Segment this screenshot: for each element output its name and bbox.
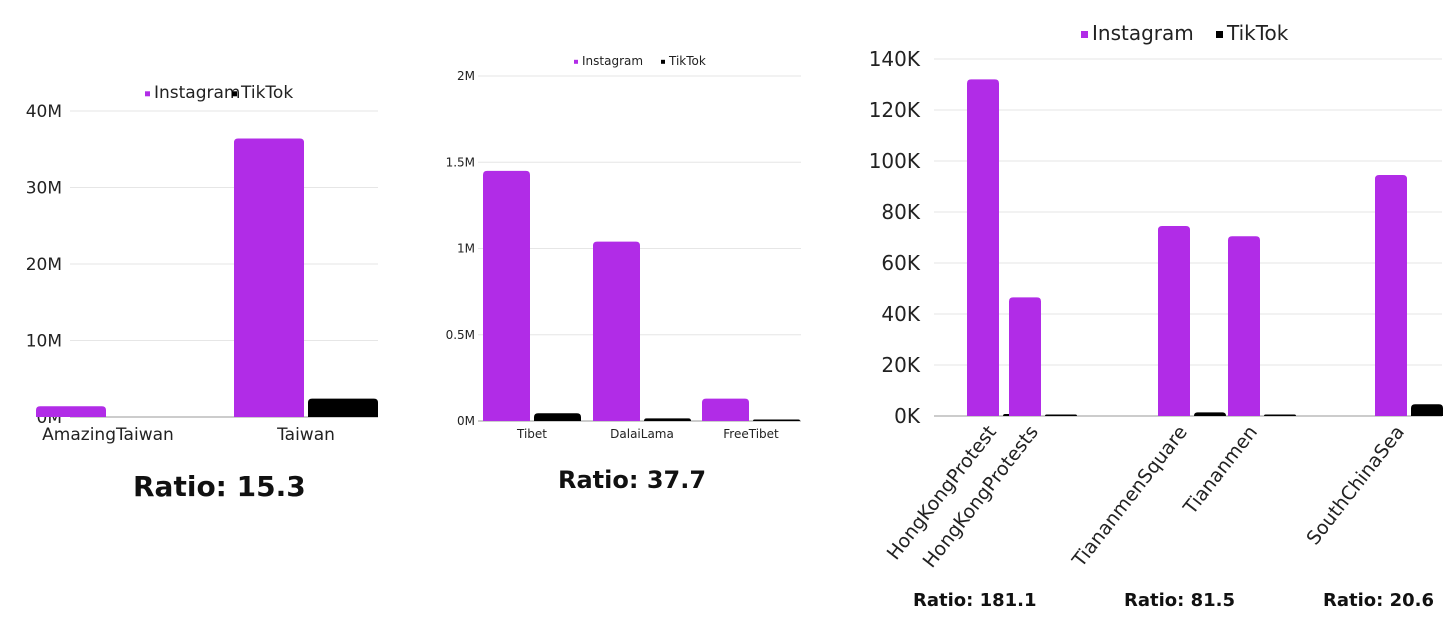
chart2-ytick-label: 0.5M (446, 328, 475, 342)
chart2-bar-tiktok-tibet (534, 413, 581, 421)
chart3-bar-tiktok-tiananmensquare (1194, 412, 1226, 416)
chart2-category-label: Tibet (516, 427, 547, 441)
chart3-category-label: TiananmenSquare (1068, 422, 1192, 573)
chart3-ytick-label: 60K (881, 251, 920, 275)
chart1-category-label: Taiwan (276, 425, 335, 445)
chart1-ytick-label: 20M (26, 255, 62, 275)
chart3-ratio-label-3: Ratio: 20.6 (1323, 590, 1435, 611)
chart1-ratio-label: Ratio: 15.3 (133, 470, 306, 503)
chart3-ytick-label: 100K (869, 149, 921, 173)
chart3-ytick-label: 20K (881, 353, 920, 377)
chart3-ytick-label: 80K (881, 200, 920, 224)
chart1-ytick-label: 30M (26, 178, 62, 198)
chart3-bar-instagram-hongkongprotests (1009, 297, 1041, 416)
chart3-category-label: SouthChinaSea (1302, 422, 1409, 550)
chart3-ytick-label: 0K (894, 404, 921, 428)
chart3-legend-swatch-instagram (1081, 31, 1088, 38)
chart2-bar-instagram-tibet (483, 170, 530, 421)
chart2-ytick-label: 0M (457, 414, 475, 428)
chart1-legend-label-tiktok: TikTok (240, 83, 293, 103)
chart3-ytick-label: 120K (869, 98, 921, 122)
chart2-legend-swatch-tiktok (661, 59, 665, 64)
chart3-bar-instagram-southchinasea (1375, 175, 1407, 416)
chart2-ytick-label: 2M (457, 69, 475, 83)
chart2-bar-tiktok-freetibet (753, 419, 800, 421)
chart3-category-label: Tiananmen (1179, 422, 1262, 520)
chart3-legend-swatch-tiktok (1216, 31, 1223, 38)
chart1-ytick-label: 40M (26, 102, 62, 122)
chart1-bar-instagram-amazingtaiwan (36, 406, 106, 417)
chart2-bar-instagram-freetibet (702, 398, 749, 421)
chart2-legend-swatch-instagram (574, 59, 578, 64)
chart3-bar-instagram-hongkongprotest (967, 79, 999, 417)
chart3-bar-tiktok-southchinasea (1411, 404, 1443, 416)
chart1-bar-instagram-taiwan (234, 138, 304, 418)
chart3-ratio-label-2: Ratio: 81.5 (1124, 590, 1236, 611)
chart3-bar-tiktok-tiananmen (1264, 414, 1296, 416)
chart2-ytick-label: 1.5M (446, 155, 475, 169)
chart2-ytick-label: 1M (457, 242, 475, 256)
chart3-ytick-label: 40K (881, 302, 920, 326)
chart1-bar-tiktok-taiwan (308, 398, 378, 417)
chart3-ytick-label: 140K (869, 47, 921, 71)
chart2-bar-tiktok-dalailama (644, 418, 691, 421)
chart2-category-label: FreeTibet (723, 427, 779, 441)
chart3-legend-label-instagram: Instagram (1092, 21, 1194, 45)
chart2-ratio-label: Ratio: 37.7 (558, 466, 707, 494)
chart1-legend-label-instagram: Instagram (154, 83, 241, 103)
chart1-legend-swatch-tiktok (232, 91, 237, 97)
chart1-legend-swatch-instagram (145, 91, 150, 97)
chart3-legend-label-tiktok: TikTok (1226, 21, 1289, 45)
chart2-legend-label-instagram: Instagram (582, 54, 643, 68)
chart1-category-label: AmazingTaiwan (42, 425, 174, 445)
chart2-legend-label-tiktok: TikTok (668, 54, 706, 68)
chart3-bar-tiktok-hongkongprotests (1045, 414, 1077, 416)
chart1-ytick-label: 10M (26, 331, 62, 351)
chart3-bar-instagram-tiananmensquare (1158, 226, 1190, 416)
chart3-bar-instagram-tiananmen (1228, 236, 1260, 416)
chart2-category-label: DalaiLama (610, 427, 674, 441)
chart2-bar-instagram-dalailama (593, 241, 640, 421)
chart3-ratio-label-1: Ratio: 181.1 (913, 590, 1037, 611)
